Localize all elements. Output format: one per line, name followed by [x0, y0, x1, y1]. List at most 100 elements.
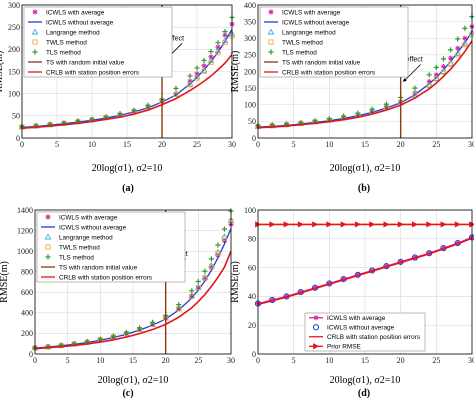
data-point-4 — [201, 57, 207, 64]
x-tick-label: 5 — [292, 140, 296, 149]
panel-label: (a) — [122, 183, 134, 194]
data-point-0 — [268, 9, 274, 15]
legend: ICWLS with average ICWLS without average C… — [304, 312, 426, 352]
y-tick-label: 0 — [29, 350, 33, 359]
data-point-2 — [44, 233, 52, 240]
data-point-4 — [455, 36, 461, 42]
data-point-4 — [426, 72, 432, 78]
y-axis-label: RMSE(m) — [230, 261, 241, 303]
data-point-2 — [200, 66, 208, 73]
legend-label-4: TLS method — [282, 49, 317, 56]
data-point-1 — [312, 324, 320, 331]
legend-label-2: CRLB with station position errors — [327, 334, 420, 341]
data-point-3 — [202, 275, 208, 281]
data-point-4 — [326, 116, 332, 122]
data-point-4 — [355, 110, 361, 116]
data-point-3 — [412, 221, 419, 228]
data-point-0 — [176, 306, 182, 312]
series-line-6 — [21, 54, 233, 130]
y-tick-label: 400 — [244, 1, 256, 10]
plot-frame — [257, 209, 473, 355]
legend-label-3: TWLS method — [282, 39, 323, 46]
legend-label-2: Langrange method — [46, 29, 100, 36]
x-tick-label: 10 — [88, 140, 96, 149]
legend-label-1: ICWLS without average — [46, 19, 114, 26]
data-point-0 — [32, 9, 38, 15]
x-tick-label: 0 — [256, 140, 260, 149]
y-axis-label: RMSE(m) — [230, 51, 241, 93]
data-point-3 — [426, 221, 433, 228]
data-point-0 — [189, 293, 195, 299]
legend-label-0: ICWLS with average — [46, 9, 105, 16]
data-point-4 — [45, 254, 51, 260]
data-point-2 — [201, 273, 209, 280]
data-point-4 — [136, 325, 143, 331]
data-point-3 — [215, 50, 221, 56]
data-point-4 — [202, 268, 208, 274]
data-point-2 — [433, 74, 440, 81]
data-point-0 — [208, 54, 214, 60]
chart-panel-3: 0 5 10 15 20 25 30 0 20 40 60 80 100 RMSE(m) 20log(σ1)… — [230, 206, 474, 399]
legend-label-0: ICWLS with average — [282, 9, 341, 16]
data-point-4 — [369, 106, 375, 112]
y-tick-label: 400 — [21, 309, 33, 318]
legend-label-1: ICWLS without average — [59, 224, 127, 231]
data-point-3 — [269, 221, 276, 228]
legend-label-2: Langrange method — [59, 234, 113, 241]
data-point-4 — [341, 113, 347, 119]
legend-label-0: ICWLS with average — [59, 214, 118, 221]
data-point-2 — [425, 81, 433, 88]
y-tick-label: 300 — [244, 34, 256, 43]
x-tick-label: 30 — [468, 356, 474, 365]
data-point-4 — [383, 101, 389, 107]
data-point-3 — [221, 235, 227, 241]
data-point-2 — [208, 262, 215, 269]
x-tick-label: 25 — [432, 140, 440, 149]
legend-label-0: ICWLS with average — [327, 315, 386, 322]
legend-box — [23, 6, 173, 78]
data-point-4 — [131, 107, 137, 113]
x-tick-label: 0 — [256, 356, 260, 365]
x-tick-label: 30 — [227, 356, 235, 365]
y-tick-label: 60 — [248, 263, 256, 272]
legend-label-5: TS with random initial value — [282, 59, 361, 66]
y-tick-label: 250 — [244, 51, 256, 60]
data-point-4 — [187, 73, 193, 79]
x-tick-label: 20 — [397, 356, 405, 365]
data-point-3 — [187, 82, 193, 88]
data-point-3 — [32, 39, 38, 45]
data-point-4 — [189, 288, 195, 294]
data-point-3 — [201, 69, 207, 74]
data-point-3 — [426, 82, 432, 88]
x-tick-label: 25 — [193, 140, 201, 149]
x-tick-label: 20 — [162, 356, 170, 365]
legend-label-5: TS with random initial value — [46, 59, 125, 66]
data-point-3 — [326, 221, 333, 228]
data-point-2 — [214, 248, 222, 255]
x-tick-label: 25 — [194, 356, 202, 365]
x-tick-label: 15 — [361, 356, 369, 365]
data-point-3 — [215, 250, 221, 256]
y-tick-label: 150 — [8, 67, 20, 76]
data-point-3 — [312, 221, 319, 228]
data-point-3 — [268, 39, 274, 45]
legend-label-6: CRLB with station position errors — [59, 274, 152, 281]
y-tick-label: 1200 — [17, 226, 33, 235]
data-point-3 — [208, 60, 214, 66]
data-point-3 — [194, 75, 200, 81]
series-line-6 — [257, 40, 473, 129]
data-point-0 — [45, 214, 51, 220]
x-tick-label: 5 — [55, 140, 59, 149]
data-point-4 — [150, 319, 156, 325]
series-line-6 — [34, 250, 232, 350]
y-tick-label: 20 — [248, 321, 256, 330]
data-point-3 — [195, 285, 201, 291]
y-tick-label: 100 — [244, 101, 256, 110]
x-tick-label: 20 — [158, 140, 166, 149]
legend: ICWLS with average ICWLS without average L… — [36, 211, 186, 283]
data-point-0 — [173, 91, 179, 97]
data-point-3 — [173, 92, 179, 98]
y-tick-label: 1400 — [17, 206, 33, 215]
data-point-0 — [201, 63, 207, 69]
